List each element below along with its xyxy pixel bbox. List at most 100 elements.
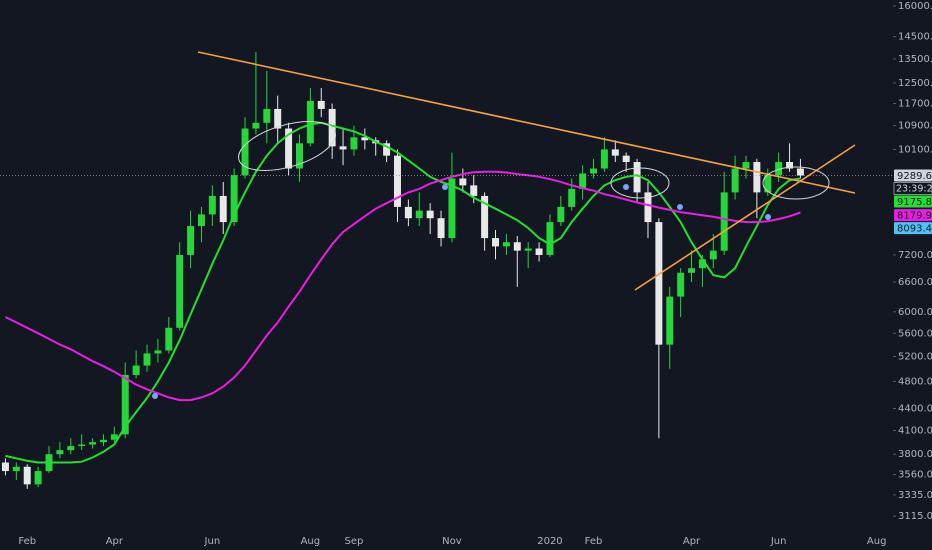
y-tick-label: 10900.0 xyxy=(898,121,932,132)
candle-body xyxy=(1,462,9,472)
candle-body xyxy=(56,450,64,455)
candle-body xyxy=(12,466,20,472)
candle-body xyxy=(317,100,325,109)
candle-body xyxy=(339,146,347,150)
candle-body xyxy=(437,218,445,239)
ellipse xyxy=(610,167,670,199)
y-tick-label: 7200.0 xyxy=(898,250,932,261)
candle-body xyxy=(731,168,739,193)
y-tick-label: 6000.0 xyxy=(898,307,932,318)
candle-body xyxy=(698,259,706,269)
y-tick-label: 3800.0 xyxy=(898,449,932,460)
candle-body xyxy=(34,471,42,485)
x-tick-label: Jun xyxy=(770,536,787,547)
candle-body xyxy=(677,272,685,297)
candle-body xyxy=(742,162,750,169)
trend-line xyxy=(197,51,856,194)
x-tick-label: Feb xyxy=(585,536,603,547)
candle-body xyxy=(492,238,499,247)
moving-average xyxy=(5,121,801,464)
y-tick-label: 3115.0 xyxy=(898,511,932,522)
moving-average xyxy=(4,170,801,402)
price-label: 8179.9 xyxy=(897,211,932,222)
candle-body xyxy=(513,242,521,251)
candle-body xyxy=(611,149,619,156)
y-tick-label: 12500.0 xyxy=(898,78,932,89)
x-tick-label: Apr xyxy=(106,536,124,547)
candle-body xyxy=(753,162,761,193)
candle-body xyxy=(622,155,630,163)
price-label-box xyxy=(894,222,932,235)
x-tick-label: Feb xyxy=(18,536,36,547)
y-tick-label: 4800.0 xyxy=(898,376,932,387)
candle-body xyxy=(688,268,696,273)
ellipse xyxy=(762,166,830,200)
candle-body xyxy=(579,173,587,189)
cross-markers xyxy=(152,184,771,399)
candle-body xyxy=(590,168,598,174)
y-tick-label: 5200.0 xyxy=(898,351,932,362)
candle-body xyxy=(502,242,510,247)
candle-body xyxy=(208,195,216,215)
candle-body xyxy=(394,155,401,207)
candle-body xyxy=(524,248,532,251)
x-tick-label: Aug xyxy=(301,536,321,547)
x-tick-label: 2020 xyxy=(537,536,562,547)
candle-body xyxy=(426,210,434,219)
x-tick-label: Aug xyxy=(867,536,887,547)
y-tick-label: 6600.0 xyxy=(898,277,932,288)
candle-body xyxy=(775,162,783,176)
x-tick-label: Sep xyxy=(345,536,364,547)
y-tick-label: 4400.0 xyxy=(898,404,932,415)
candle-body xyxy=(655,222,663,345)
plot-area xyxy=(0,52,893,489)
candle-body xyxy=(197,214,205,227)
candle-body xyxy=(644,192,652,223)
candle-body xyxy=(295,143,303,169)
candle-body xyxy=(165,327,173,351)
candle-body xyxy=(23,466,31,485)
candle-body xyxy=(67,446,75,451)
candle-body xyxy=(219,195,227,223)
candle-body xyxy=(709,250,717,260)
ellipse xyxy=(238,121,336,171)
trend-line xyxy=(634,144,856,291)
candle-body xyxy=(350,137,358,150)
price-label: 9175.8 xyxy=(897,197,932,208)
candle-body xyxy=(666,296,674,345)
y-tick-label: 16000.0 xyxy=(898,1,932,12)
candle-body xyxy=(404,206,412,219)
countdown: 23:39:20 xyxy=(896,184,932,195)
candle-body xyxy=(720,192,728,251)
candle-body xyxy=(448,178,456,239)
candle-body xyxy=(263,108,271,123)
candle-body xyxy=(230,175,238,223)
drawings xyxy=(152,51,856,399)
x-tick-label: Nov xyxy=(442,536,462,547)
candle-body xyxy=(241,128,249,176)
cross-marker xyxy=(152,393,158,399)
candle-body xyxy=(121,374,129,435)
y-tick-label: 4100.0 xyxy=(898,426,932,437)
candle-body xyxy=(415,210,423,219)
candle-body xyxy=(546,222,554,255)
candle-body xyxy=(110,434,118,440)
candle-body xyxy=(143,353,151,366)
candle-body xyxy=(89,442,97,445)
candle-body xyxy=(535,248,543,255)
price-label-box xyxy=(894,169,932,182)
x-tick-label: Jun xyxy=(204,536,221,547)
cross-marker xyxy=(677,204,683,210)
candle-body xyxy=(481,195,489,239)
y-tick-label: 13500.0 xyxy=(898,54,932,65)
candle-body xyxy=(568,188,576,207)
cross-marker xyxy=(623,184,629,190)
cross-marker xyxy=(442,184,448,190)
candle-body xyxy=(176,254,184,328)
candle-body xyxy=(361,137,369,141)
candle-body xyxy=(285,128,293,169)
countdown-box xyxy=(893,182,932,195)
